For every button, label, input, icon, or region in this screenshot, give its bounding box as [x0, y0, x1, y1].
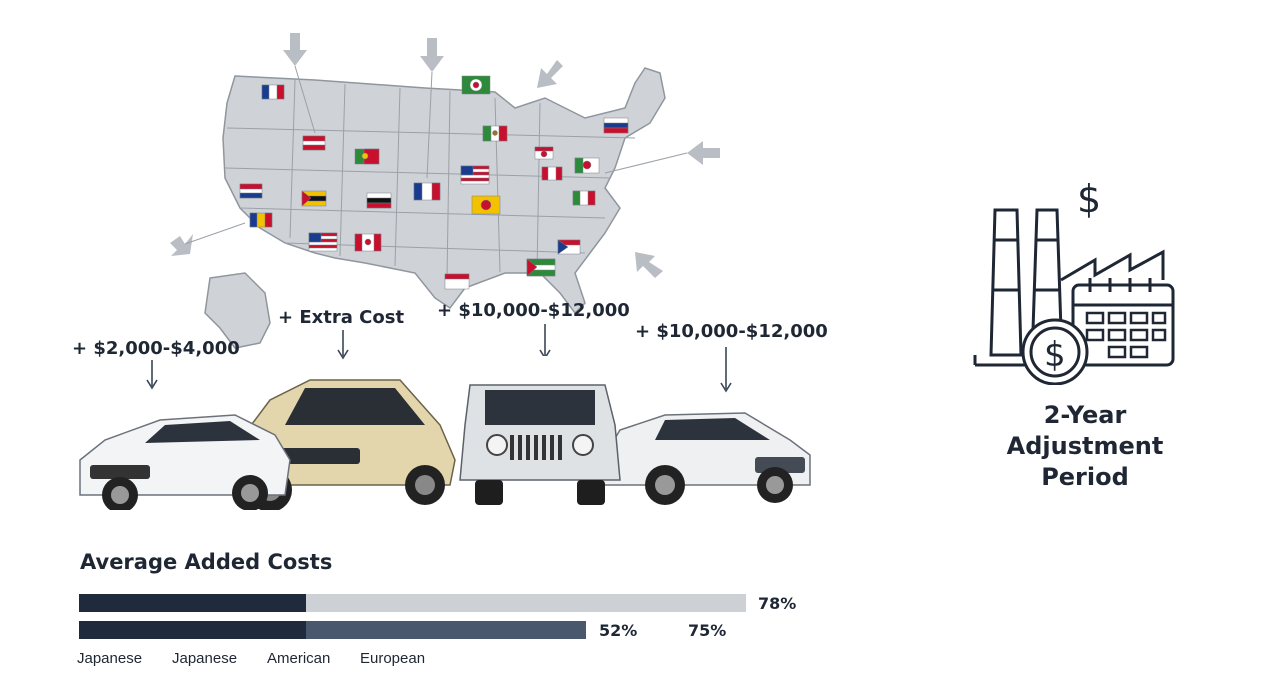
adjustment-line-2: Adjustment: [1006, 432, 1164, 460]
legend-item-2: Japanese: [172, 650, 238, 667]
inbound-arrow-3: [537, 60, 563, 88]
arrow-down-icon-2: [337, 330, 349, 360]
legend-item-3: American: [267, 650, 331, 667]
chart-title: Average Added Costs: [80, 550, 333, 574]
cost-label-4: + $10,000-$12,000: [635, 321, 828, 342]
bar-2-label-a: 52%: [599, 621, 638, 640]
cost-label-3: + $10,000-$12,000: [437, 300, 630, 321]
adjustment-line-1: 2-Year: [1043, 401, 1127, 429]
sedan-car: [599, 412, 811, 505]
cars-illustration: [75, 360, 815, 513]
legend-item-1: Japanese: [77, 650, 143, 667]
arrow-down-icon-3: [539, 324, 551, 356]
arrow-down-icon-1: [146, 360, 158, 390]
bar-2-dark-segment: [79, 621, 306, 639]
inbound-arrow-2: [420, 38, 444, 72]
inbound-arrow-4: [687, 141, 720, 165]
us-mainland-shape: [222, 67, 666, 315]
bar-1-label: 78%: [758, 594, 797, 613]
bar-track-2: [79, 621, 746, 639]
alaska-shape: [204, 272, 271, 349]
cost-label-1: + $2,000-$4,000: [72, 338, 240, 359]
factory-calendar-dollar-icon: $ $: [965, 170, 1185, 386]
bar-track-1: [79, 594, 746, 612]
dollar-symbol: $: [1077, 177, 1101, 221]
inbound-arrow-6: [635, 252, 663, 278]
cost-label-2: + Extra Cost: [278, 307, 405, 328]
coin-dollar-symbol: $: [1044, 335, 1066, 375]
adjustment-line-3: Period: [1041, 463, 1129, 491]
legend-item-4: European: [360, 650, 426, 667]
flag-markers: [239, 75, 629, 290]
inbound-arrow-5: [170, 234, 193, 256]
hatchback-car: [79, 414, 291, 513]
bar-1-dark-segment: [79, 594, 306, 612]
jeep-car: [459, 384, 621, 505]
inbound-arrow-1: [283, 33, 307, 66]
bar-2-label-b: 75%: [688, 621, 727, 640]
adjustment-period-title: 2-Year Adjustment Period: [995, 400, 1175, 493]
us-map-illustration: [165, 28, 725, 358]
arrow-down-icon-4: [720, 347, 732, 393]
